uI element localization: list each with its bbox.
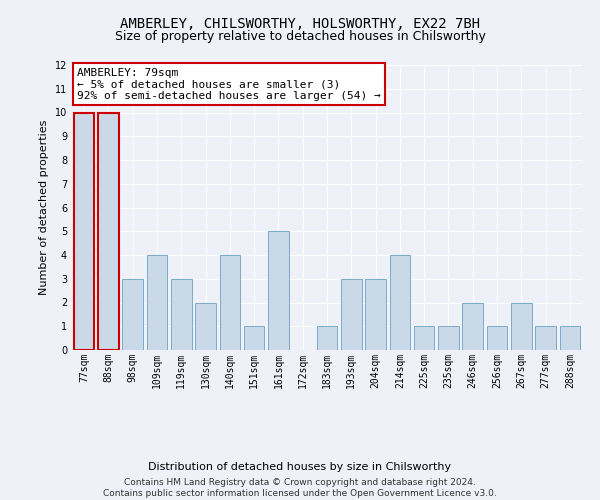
Bar [389,255,410,350]
Text: Contains HM Land Registry data © Crown copyright and database right 2024.
Contai: Contains HM Land Registry data © Crown c… [103,478,497,498]
Text: AMBERLEY: 79sqm
← 5% of detached houses are smaller (3)
92% of semi-detached hou: AMBERLEY: 79sqm ← 5% of detached houses … [77,68,381,101]
Bar [560,326,580,350]
Bar [535,326,556,350]
Text: Distribution of detached houses by size in Chilsworthy: Distribution of detached houses by size … [148,462,452,472]
Bar [74,112,94,350]
Text: AMBERLEY, CHILSWORTHY, HOLSWORTHY, EX22 7BH: AMBERLEY, CHILSWORTHY, HOLSWORTHY, EX22 … [120,18,480,32]
Bar [195,302,216,350]
Bar [220,255,240,350]
Bar [122,279,143,350]
Bar [98,112,119,350]
Bar [487,326,508,350]
Bar [244,326,265,350]
Text: Size of property relative to detached houses in Chilsworthy: Size of property relative to detached ho… [115,30,485,43]
Bar [414,326,434,350]
Bar [365,279,386,350]
Bar [171,279,191,350]
Bar [317,326,337,350]
Bar [268,231,289,350]
Bar [341,279,362,350]
Bar [146,255,167,350]
Bar [463,302,483,350]
Bar [438,326,459,350]
Y-axis label: Number of detached properties: Number of detached properties [39,120,49,295]
Bar [511,302,532,350]
